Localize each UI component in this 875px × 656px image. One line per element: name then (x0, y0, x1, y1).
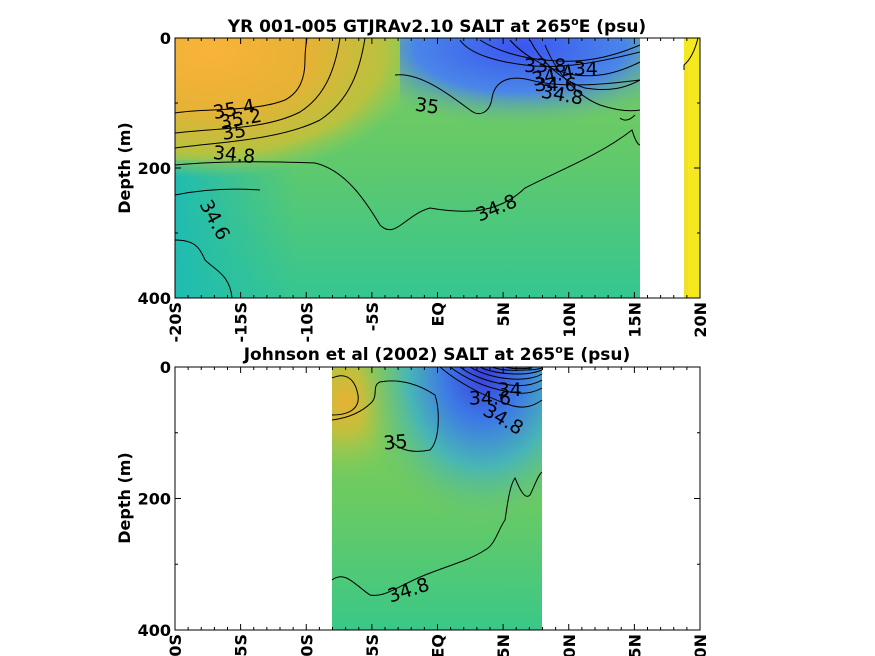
x-tick-label: 5N (494, 634, 513, 656)
contour-line (479, 366, 543, 375)
y-tick-label: 0 (160, 29, 171, 48)
contour-line (683, 37, 699, 70)
field-fresh-core (400, 38, 640, 138)
x-tick-label: -20S (166, 634, 185, 656)
contour-label: 34.8 (212, 142, 256, 168)
contour-line (331, 375, 359, 416)
contour-label: 34 (574, 58, 598, 80)
contour-line (174, 37, 341, 134)
contour-line (491, 366, 543, 371)
contour-label: 34.6 (534, 74, 576, 96)
contour-line (331, 471, 543, 596)
x-tick-label: 20N (691, 302, 710, 338)
field-salty-core (175, 38, 415, 178)
contour-line (174, 239, 233, 299)
contour-line (174, 188, 261, 196)
panel-1-ticks: -20S -15S -10S -5S EQ 5N 10N 15N 20N 0 200 400 (138, 29, 710, 342)
x-tick-label: -5S (363, 634, 382, 656)
contour-line (459, 366, 543, 387)
panel-1-title: YR 001-005 GTJRAv2.10 SALT at 265oE (psu… (227, 15, 646, 37)
panel-1-field (175, 38, 700, 298)
contour-line (439, 366, 543, 408)
panel-1-contours (174, 37, 699, 299)
panel-2-ticks: -20S -15S -10S -5S EQ 5N 10N 15N 20N 0 200 400 (138, 358, 710, 656)
x-tick-label: 10N (560, 634, 579, 656)
contour-label: 33.8 (524, 55, 566, 77)
y-tick-label: 0 (160, 358, 171, 377)
x-tick-label: -15S (232, 302, 251, 342)
panel-observation: Johnson et al (2002) SALT at 265oE (psu)… (115, 343, 710, 656)
panel-2-contours (331, 366, 543, 596)
x-tick-label: EQ (429, 634, 448, 656)
y-tick-label: 400 (138, 621, 171, 640)
panel-1-ylabel: Depth (m) (115, 122, 134, 214)
x-tick-label: -10S (297, 302, 316, 342)
x-tick-label: 10N (560, 302, 579, 338)
x-tick-label: -10S (297, 634, 316, 656)
x-tick-label: -5S (363, 302, 382, 331)
contour-label: 34.6 (469, 388, 511, 410)
contour-line (619, 114, 636, 121)
contour-line (529, 39, 641, 91)
x-tick-label: EQ (429, 302, 448, 327)
x-tick-label: 15N (625, 634, 644, 656)
contour-line (174, 37, 308, 114)
x-tick-label: -20S (166, 302, 185, 342)
contour-line (469, 366, 543, 380)
contour-line (479, 39, 641, 62)
y-tick-label: 200 (138, 490, 171, 509)
y-tick-label: 400 (138, 289, 171, 308)
panel-2-field (332, 367, 542, 630)
contour-line (449, 366, 543, 394)
x-tick-label: 15N (625, 302, 644, 338)
field-right-white (684, 65, 688, 298)
x-tick-label: -15S (232, 634, 251, 656)
contour-line (509, 39, 641, 77)
contour-label: 35 (382, 431, 408, 455)
x-tick-label: 5N (494, 302, 513, 327)
contour-label: 35 (221, 120, 248, 145)
panel-2-title: Johnson et al (2002) SALT at 265oE (psu) (243, 343, 631, 365)
contour-label: 35 (413, 94, 440, 119)
x-tick-label: 20N (691, 634, 710, 656)
y-tick-label: 200 (138, 159, 171, 178)
field-fresh-core (332, 367, 542, 630)
contour-line (174, 37, 366, 149)
contour-line (174, 129, 641, 231)
panel-model: YR 001-005 GTJRAv2.10 SALT at 265oE (psu… (115, 15, 710, 342)
contour-label: 34 (498, 379, 522, 401)
field-left-cyan (175, 160, 375, 298)
contour-line (459, 39, 641, 68)
panel-2-ylabel: Depth (m) (115, 452, 134, 544)
contour-line (544, 44, 641, 112)
contour-line (331, 380, 439, 452)
